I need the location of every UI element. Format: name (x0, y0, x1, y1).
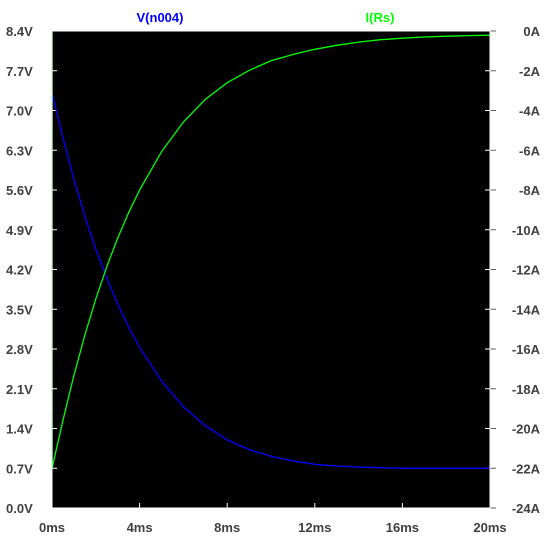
x-tick-label: 0ms (39, 520, 65, 535)
x-tick-label: 12ms (298, 520, 331, 535)
trace-label-voltage[interactable]: V(n004) (137, 10, 184, 25)
right-tick-label: -10A (512, 223, 541, 238)
right-tick-label: -12A (512, 263, 541, 278)
plot-frame (51, 30, 491, 509)
trace-legend: V(n004) I(Rs) (137, 10, 395, 25)
left-tick-label: 7.7V (6, 64, 33, 79)
x-tick-label: 8ms (214, 520, 240, 535)
left-tick-label: 4.2V (6, 263, 33, 278)
left-tick-label: 2.1V (6, 382, 33, 397)
right-tick-label: -22A (512, 461, 541, 476)
left-tick-label: 4.9V (6, 223, 33, 238)
right-axis: 0A -2A -4A -6A -8A -10A -12A -14A -16A -18A -20A -2… (485, 24, 541, 516)
right-tick-label: -8A (519, 183, 541, 198)
x-axis: 0ms 4ms 8ms 12ms 16ms 20ms (39, 503, 507, 535)
right-tick-label: -2A (519, 64, 541, 79)
left-tick-label: 8.4V (6, 24, 33, 39)
plot-traces (51, 31, 491, 469)
plot-background (52, 31, 490, 508)
left-tick-label: 0.0V (6, 501, 33, 516)
left-tick-label: 7.0V (6, 104, 33, 119)
trace-voltage (51, 93, 490, 469)
trace-current (51, 31, 491, 469)
right-tick-label: -20A (512, 422, 541, 437)
left-tick-label: 1.4V (6, 422, 33, 437)
right-tick-label: -24A (512, 501, 541, 516)
left-tick-label: 6.3V (6, 143, 33, 158)
x-tick-label: 16ms (386, 520, 419, 535)
left-tick-label: 3.5V (6, 302, 33, 317)
left-tick-label: 0.7V (6, 461, 33, 476)
right-tick-label: -18A (512, 382, 541, 397)
x-tick-label: 20ms (473, 520, 506, 535)
left-axis: 8.4V 7.7V 7.0V 6.3V 5.6V 4.9V 4.2V 3.5V 2.8V 2.1V… (6, 24, 57, 516)
x-tick-label: 4ms (127, 520, 153, 535)
right-tick-label: -6A (519, 143, 541, 158)
right-tick-label: -16A (512, 342, 541, 357)
left-tick-label: 5.6V (6, 183, 33, 198)
trace-label-current[interactable]: I(Rs) (366, 10, 395, 25)
left-tick-label: 2.8V (6, 342, 33, 357)
right-tick-label: -4A (519, 104, 541, 119)
right-tick-label: 0A (523, 24, 540, 39)
right-tick-label: -14A (512, 302, 541, 317)
